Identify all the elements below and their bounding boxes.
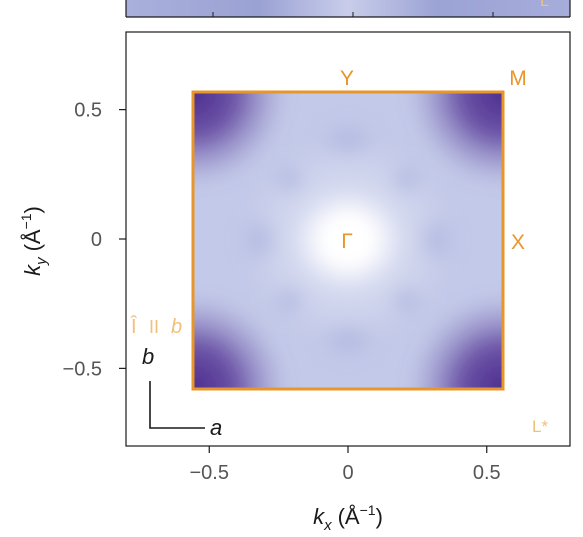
x-axis-label-k: k <box>313 504 325 529</box>
lattice-axis-b: b <box>142 344 154 369</box>
label-x: X <box>511 231 525 254</box>
x-axis-label-sup: −1 <box>360 502 376 518</box>
y-axis-label: ky (Å−1) <box>18 206 50 276</box>
y-tick-label: −0.5 <box>63 358 102 380</box>
top-strip-label: L <box>540 0 549 10</box>
x-tick-label: 0 <box>342 462 353 484</box>
lattice-axis-a: a <box>210 415 222 440</box>
y-axis-label-sub: y <box>33 256 50 266</box>
label-m: M <box>509 67 527 90</box>
x-tick-label: −0.5 <box>190 462 229 484</box>
y-axis-label-unit: (Å <box>20 229 45 251</box>
heatmap <box>193 92 503 389</box>
y-axis-label-sup: −1 <box>18 213 34 229</box>
polarization-annotation: Î II b <box>130 315 182 338</box>
brillouin-zone-boundary <box>191 90 505 391</box>
x-axis-label-sub: x <box>323 517 332 534</box>
x-axis-label-unit: (Å <box>338 504 360 529</box>
y-tick-label: 0.5 <box>74 100 102 122</box>
y-tick-label: 0 <box>91 229 102 251</box>
y-axis-label-k: k <box>20 264 45 276</box>
top-panel-strip: L <box>125 0 571 18</box>
label-gamma: Γ <box>341 230 353 253</box>
corner-label: L* <box>532 417 548 436</box>
x-axis-label-close: ) <box>376 504 383 529</box>
lattice-axes: b a <box>142 344 222 440</box>
x-axis-ticks: −0.5 0 0.5 <box>190 446 501 484</box>
label-y: Y <box>340 67 354 90</box>
y-axis-ticks: −0.5 0 0.5 <box>63 100 126 380</box>
polarization-axis: b <box>171 316 182 338</box>
high-symmetry-labels: Γ X Y M <box>340 67 527 254</box>
polarization-parallel: II <box>149 317 159 337</box>
polarization-symbol: Î <box>130 315 138 338</box>
x-axis-label: kx (Å−1) <box>313 502 383 534</box>
x-tick-label: 0.5 <box>473 462 501 484</box>
y-axis-label-close: ) <box>20 206 45 213</box>
